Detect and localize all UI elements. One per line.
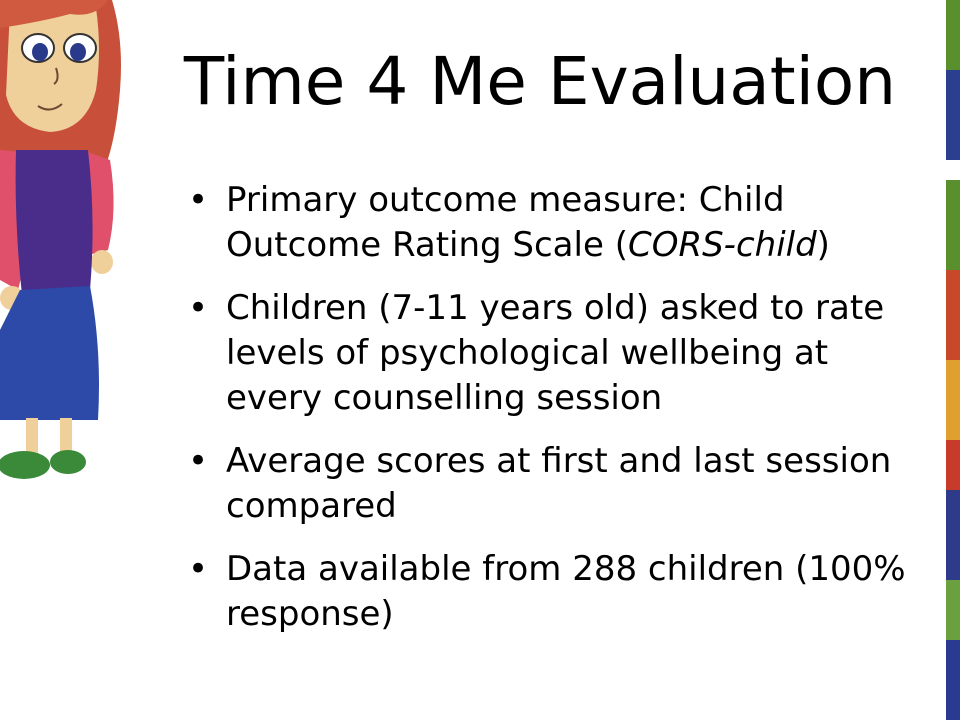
slide-title: Time 4 Me Evaluation bbox=[183, 43, 897, 120]
bullet-item-average-scores: Average scores at first and last session… bbox=[186, 439, 930, 529]
decorative-color-strip bbox=[938, 0, 960, 720]
bullet-item-data-available: Data available from 288 children (100% r… bbox=[186, 547, 930, 637]
bullet-list: Primary outcome measure: Child Outcome R… bbox=[186, 178, 930, 655]
bullet-item-children-rate: Children (7-11 years old) asked to rate … bbox=[186, 286, 930, 421]
bullet-item-primary-outcome: Primary outcome measure: Child Outcome R… bbox=[186, 178, 930, 268]
child-drawing-icon bbox=[0, 0, 121, 479]
